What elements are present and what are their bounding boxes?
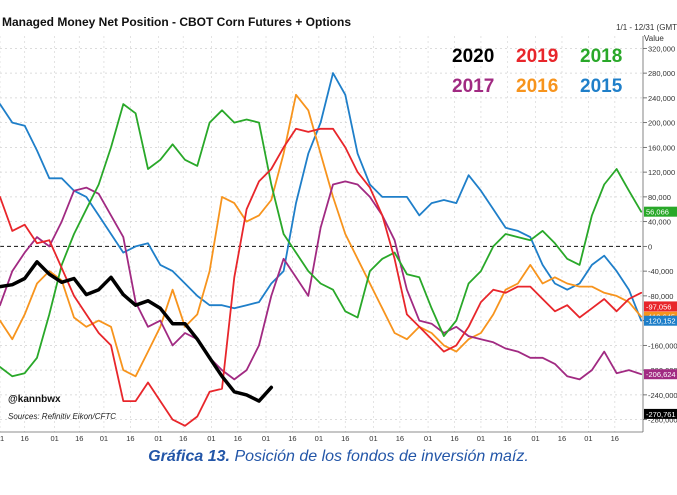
x-tick-label: 16: [126, 434, 134, 443]
x-month-label: Nov: [548, 444, 564, 445]
series-line-2015: [0, 72, 643, 322]
end-label-bg: [644, 408, 677, 419]
y-axis-label: Value: [644, 34, 664, 43]
x-tick-label: 01: [50, 434, 58, 443]
end-label-2015: -120,152: [644, 315, 677, 326]
axis-layer: 320,000 280,000 240,000 200,000 160,000 120,0…: [0, 36, 677, 445]
x-month-label: Oct: [494, 444, 508, 445]
x-month-label: Aug: [386, 444, 402, 445]
watermark: @kannbwx: [8, 394, 61, 405]
y-tick-label: -240,000: [648, 391, 677, 400]
legend: 2020 2019 2018 2017 2016 2015: [452, 46, 623, 97]
x-tick-label: 16: [75, 434, 83, 443]
series-line-2016: [0, 93, 643, 378]
end-label-2017: -206,624: [644, 369, 677, 380]
x-tick-label: 16: [396, 434, 404, 443]
x-tick-label: 01: [369, 434, 377, 443]
x-month-label: Mar: [117, 444, 131, 445]
legend-entry-2020: 2020: [452, 46, 494, 67]
y-tick-label: 120,000: [648, 168, 675, 177]
x-tick-label: 16: [341, 434, 349, 443]
x-tick-label: 01: [531, 434, 539, 443]
x-tick-label: 16: [558, 434, 566, 443]
x-tick-label: 01: [154, 434, 162, 443]
x-tick-label: 01: [100, 434, 108, 443]
legend-entry-2015: 2015: [580, 76, 623, 97]
series-layer: [0, 72, 643, 427]
x-tick-label: 16: [288, 434, 296, 443]
x-tick-label: 01: [207, 434, 215, 443]
x-month-label: Sep: [441, 444, 456, 445]
y-tick-label: 160,000: [648, 143, 675, 152]
series-line-2018: [0, 103, 643, 378]
x-month-label: Feb: [67, 444, 81, 445]
series-line-2020: [0, 260, 274, 403]
x-tick-label: 01: [424, 434, 432, 443]
x-tick-label: 16: [450, 434, 458, 443]
x-tick-label: 16: [20, 434, 28, 443]
x-tick-label: 16: [611, 434, 619, 443]
figure-caption: Gráfica 13. Posición de los fondos de in…: [0, 448, 677, 466]
end-label-text: 56,066: [646, 208, 669, 217]
x-month-label: Jun: [279, 444, 293, 445]
end-label-text: -97,056: [646, 302, 671, 311]
x-tick-label: 01: [315, 434, 323, 443]
end-label-2020: -270,761: [644, 408, 677, 419]
x-tick-label: 01: [584, 434, 592, 443]
end-label-bg: [644, 206, 677, 217]
source-note: Sources: Refinitiv Eikon/CFTC: [8, 412, 116, 421]
x-month-label: Jan: [13, 444, 27, 445]
y-tick-label: 40,000: [648, 218, 671, 227]
y-tick-label: -160,000: [648, 341, 677, 350]
y-tick-label: 280,000: [648, 69, 675, 78]
end-label-2018: 56,066: [644, 206, 677, 217]
x-tick-label: 01: [262, 434, 270, 443]
date-range: 1/1 - 12/31 (GMT: [616, 23, 677, 32]
series-line-2019: [0, 127, 643, 427]
y-tick-label: 0: [648, 242, 652, 251]
caption-text: Posición de los fondos de inversión maíz…: [234, 448, 529, 465]
end-label-text: -206,624: [646, 370, 676, 379]
legend-entry-2019: 2019: [516, 46, 558, 67]
end-label-bg: [644, 369, 677, 380]
x-tick-label: 16: [234, 434, 242, 443]
y-tick-label: -40,000: [648, 267, 673, 276]
y-tick-label: 200,000: [648, 119, 675, 128]
x-tick-label: 01: [0, 434, 4, 443]
end-label-2019: -97,056: [644, 301, 677, 312]
chart: 320,000 280,000 240,000 200,000 160,000 120,0…: [0, 15, 677, 445]
end-label-text: -120,152: [646, 317, 676, 326]
x-month-label: Dec: [601, 444, 616, 445]
series-line-2017: [0, 180, 643, 381]
caption-figure-number: Gráfica 13.: [148, 448, 230, 465]
legend-entry-2017: 2017: [452, 76, 494, 97]
x-month-label: Apr: [172, 444, 186, 445]
y-tick-label: -80,000: [648, 292, 673, 301]
y-tick-label: 80,000: [648, 193, 671, 202]
end-label-bg: [644, 301, 677, 312]
y-tick-label: 320,000: [648, 44, 675, 53]
y-tick-label: 240,000: [648, 94, 675, 103]
legend-entry-2016: 2016: [516, 76, 558, 97]
y-tick-label: -280,000: [648, 416, 677, 425]
x-tick-label: 16: [503, 434, 511, 443]
end-label-text: -270,761: [646, 410, 676, 419]
x-month-label: Jul: [333, 444, 345, 445]
x-tick-label: 16: [179, 434, 187, 443]
legend-entry-2018: 2018: [580, 46, 622, 67]
end-label-bg: [644, 315, 677, 326]
x-month-label: May: [224, 444, 240, 445]
chart-title: Managed Money Net Position - CBOT Corn F…: [2, 15, 351, 29]
x-tick-label: 01: [477, 434, 485, 443]
